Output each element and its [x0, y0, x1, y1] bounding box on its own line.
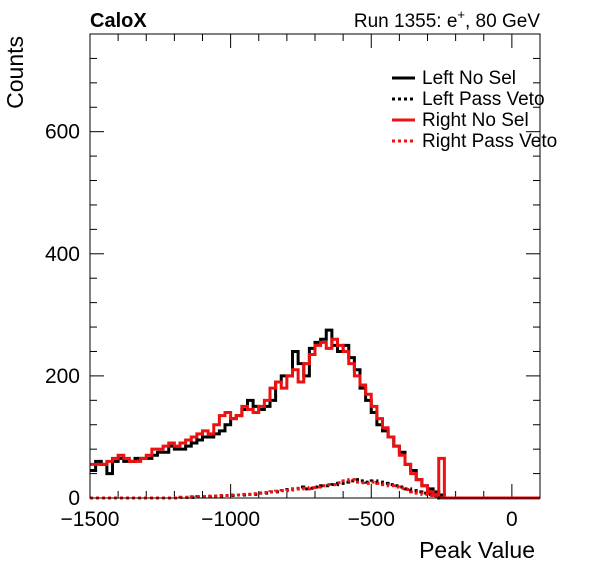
series-right-pass-veto [90, 478, 540, 500]
y-tick-label: 400 [45, 243, 80, 266]
run-title-tail: , 80 GeV [465, 11, 540, 32]
y-axis-label: Counts [2, 36, 28, 109]
y-tick-label: 200 [45, 365, 80, 388]
x-tick-label: 0 [506, 508, 518, 531]
x-axis-label: Peak Value [419, 537, 535, 563]
plot-frame [89, 33, 541, 499]
x-tick-label: −1500 [61, 508, 120, 531]
legend-label: Left Pass Veto [422, 89, 545, 110]
y-tick-label: 0 [68, 487, 80, 510]
y-tick-label: 600 [45, 121, 80, 144]
run-title: Run 1355: e+, 80 GeV [354, 7, 540, 32]
run-title-sup: + [457, 7, 465, 22]
series-right-no-sel [90, 337, 540, 500]
ticks-layer: −1500 −1000 −500 0 0 200 400 600 [45, 34, 541, 531]
x-tick-label: −1000 [201, 508, 260, 531]
legend-label: Left No Sel [422, 68, 516, 89]
legend-label: Right No Sel [422, 110, 529, 131]
calox-label: CaloX [90, 10, 147, 32]
x-tick-label: −500 [348, 508, 395, 531]
histogram-series-layer [90, 328, 540, 500]
run-title-main: Run 1355: e [354, 11, 458, 32]
legend-label: Right Pass Veto [422, 131, 557, 152]
